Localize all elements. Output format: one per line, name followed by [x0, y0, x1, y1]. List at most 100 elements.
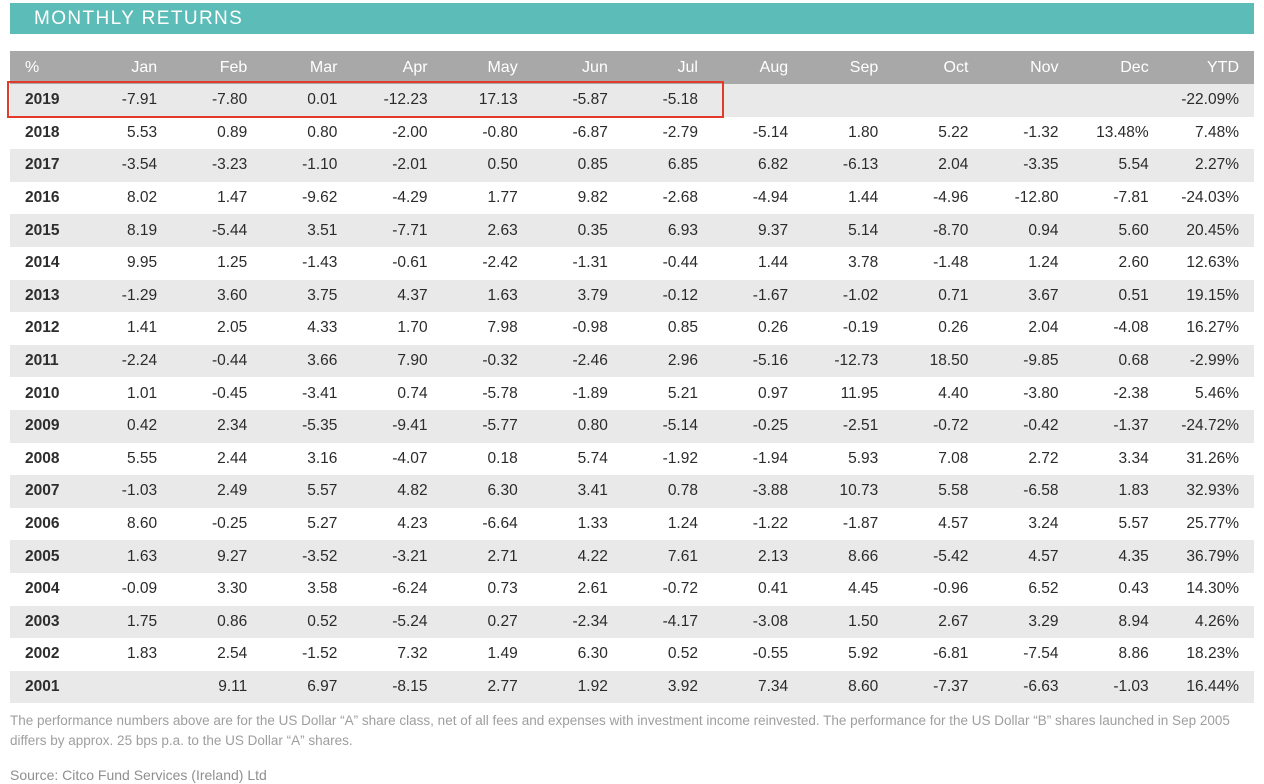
return-cell: 0.78 — [667, 482, 698, 500]
return-cell: -0.44 — [211, 352, 248, 370]
column-header-oct: Oct — [893, 51, 984, 84]
return-cell: 0.18 — [487, 449, 518, 467]
table-row-2012: 2012 1.41 2.05 4.33 1.70 7.98 -0.98 0.85 0.26 -0.… — [10, 312, 1254, 345]
return-cell: 32.93% — [1186, 482, 1239, 500]
return-cell — [893, 84, 983, 117]
return-cell: -1.29 — [121, 286, 158, 304]
return-cell: 2.67 — [938, 612, 969, 630]
return-cell: -2.51 — [842, 417, 879, 435]
return-cell: 4.57 — [1028, 547, 1059, 565]
return-cell: -1.89 — [572, 384, 608, 402]
return-cell: 1.92 — [577, 677, 608, 695]
return-cell: 8.94 — [1118, 612, 1149, 630]
return-cell: 2.71 — [487, 547, 518, 565]
return-cell: -1.37 — [1113, 417, 1149, 435]
title-bar: MONTHLY RETURNS — [10, 3, 1254, 34]
return-cell: 0.41 — [757, 580, 789, 598]
return-cell: 8.66 — [848, 547, 879, 565]
returns-table-wrap: % Jan Feb Mar Apr May Jun Jul Aug Sep Oct Nov Dec YTD… — [7, 51, 1254, 704]
return-cell: 8.02 — [126, 189, 158, 207]
table-row-2014: 2014 9.95 1.25 -1.43 -0.61 -2.42 -1.31 -0.44 1.4… — [10, 246, 1254, 280]
return-cell: 5.21 — [667, 384, 698, 402]
year-label: 2019 — [25, 91, 60, 109]
return-cell: 5.93 — [848, 449, 879, 467]
return-cell: -6.81 — [933, 645, 969, 663]
return-cell: 4.35 — [1118, 547, 1149, 565]
return-cell: 0.35 — [577, 221, 608, 239]
return-cell: 7.08 — [938, 449, 969, 467]
return-cell: 4.22 — [577, 547, 608, 565]
return-cell: 17.13 — [478, 91, 518, 109]
return-cell: -0.19 — [842, 319, 879, 337]
return-cell: 1.70 — [397, 319, 428, 337]
return-cell: -1.10 — [302, 156, 338, 174]
return-cell: -0.42 — [1023, 417, 1059, 435]
table-row-2010: 2010 1.01 -0.45 -3.41 0.74 -5.78 -1.89 5.21 0.97… — [10, 377, 1254, 410]
return-cell: -0.25 — [211, 515, 248, 533]
year-label: 2018 — [25, 123, 60, 141]
return-cell: 0.50 — [487, 156, 518, 174]
return-cell: 3.51 — [307, 221, 338, 239]
return-cell — [82, 671, 172, 704]
year-label: 2012 — [25, 319, 60, 337]
return-cell: 10.73 — [839, 482, 879, 500]
return-cell: 0.26 — [938, 319, 969, 337]
column-header-dec: Dec — [1073, 51, 1164, 84]
return-cell: -6.64 — [482, 515, 518, 533]
return-cell: 3.79 — [577, 286, 608, 304]
return-cell: 7.90 — [397, 352, 428, 370]
return-cell: -5.16 — [752, 352, 789, 370]
return-cell: -5.78 — [482, 384, 518, 402]
return-cell: -2.24 — [121, 352, 158, 370]
column-header-sep: Sep — [803, 51, 894, 84]
return-cell: 4.23 — [397, 515, 428, 533]
return-cell: -5.35 — [302, 417, 338, 435]
table-row-2019: 2019 -7.91 -7.80 0.01 -12.23 17.13 -5.87 -5.18 -… — [10, 84, 1254, 117]
table-row-2005: 2005 1.63 9.27 -3.52 -3.21 2.71 4.22 7.61 2.13 8.… — [10, 540, 1254, 573]
return-cell: -7.81 — [1113, 189, 1149, 207]
return-cell: 0.26 — [757, 319, 789, 337]
return-cell: -2.38 — [1113, 384, 1149, 402]
column-header-apr: Apr — [352, 51, 443, 84]
year-label: 2010 — [25, 384, 60, 402]
return-cell: -7.71 — [392, 221, 428, 239]
return-cell: 9.27 — [217, 547, 248, 565]
return-cell: 2.49 — [217, 482, 248, 500]
return-cell: -24.03% — [1181, 189, 1239, 207]
return-cell: -4.94 — [752, 189, 789, 207]
table-row-2004: 2004 -0.09 3.30 3.58 -6.24 0.73 2.61 -0.72 0.41 4… — [10, 572, 1254, 606]
return-cell: 0.89 — [217, 123, 248, 141]
return-cell: -12.80 — [1014, 189, 1059, 207]
return-cell: 0.27 — [487, 612, 518, 630]
return-cell: -22.09% — [1181, 91, 1239, 109]
return-cell: -5.24 — [392, 612, 428, 630]
return-cell: -1.48 — [933, 254, 969, 272]
return-cell: -6.63 — [1023, 677, 1059, 695]
return-cell: 8.19 — [126, 221, 158, 239]
return-cell: 3.34 — [1118, 449, 1149, 467]
return-cell: -7.91 — [121, 91, 158, 109]
return-cell: 3.24 — [1028, 515, 1059, 533]
return-cell: 20.45% — [1186, 221, 1239, 239]
return-cell: 4.37 — [397, 286, 428, 304]
return-cell: 11.95 — [840, 384, 879, 402]
year-label: 2015 — [25, 221, 60, 239]
return-cell: -7.37 — [933, 677, 969, 695]
return-cell: 4.33 — [307, 319, 338, 337]
return-cell: 1.24 — [1028, 254, 1059, 272]
year-label: 2013 — [25, 286, 60, 304]
return-cell: 18.50 — [929, 352, 969, 370]
return-cell: 1.41 — [126, 319, 158, 337]
return-cell: 6.52 — [1028, 580, 1059, 598]
return-cell: 4.82 — [397, 482, 428, 500]
year-label: 2005 — [25, 547, 60, 565]
year-label: 2017 — [25, 156, 60, 174]
column-header-ytd: YTD — [1163, 51, 1254, 84]
column-header-jan: Jan — [82, 51, 173, 84]
return-cell: 5.57 — [307, 482, 338, 500]
return-cell: 1.50 — [848, 612, 879, 630]
return-cell: -2.00 — [392, 123, 428, 141]
return-cell: 0.74 — [397, 384, 428, 402]
return-cell: 9.95 — [126, 254, 158, 272]
